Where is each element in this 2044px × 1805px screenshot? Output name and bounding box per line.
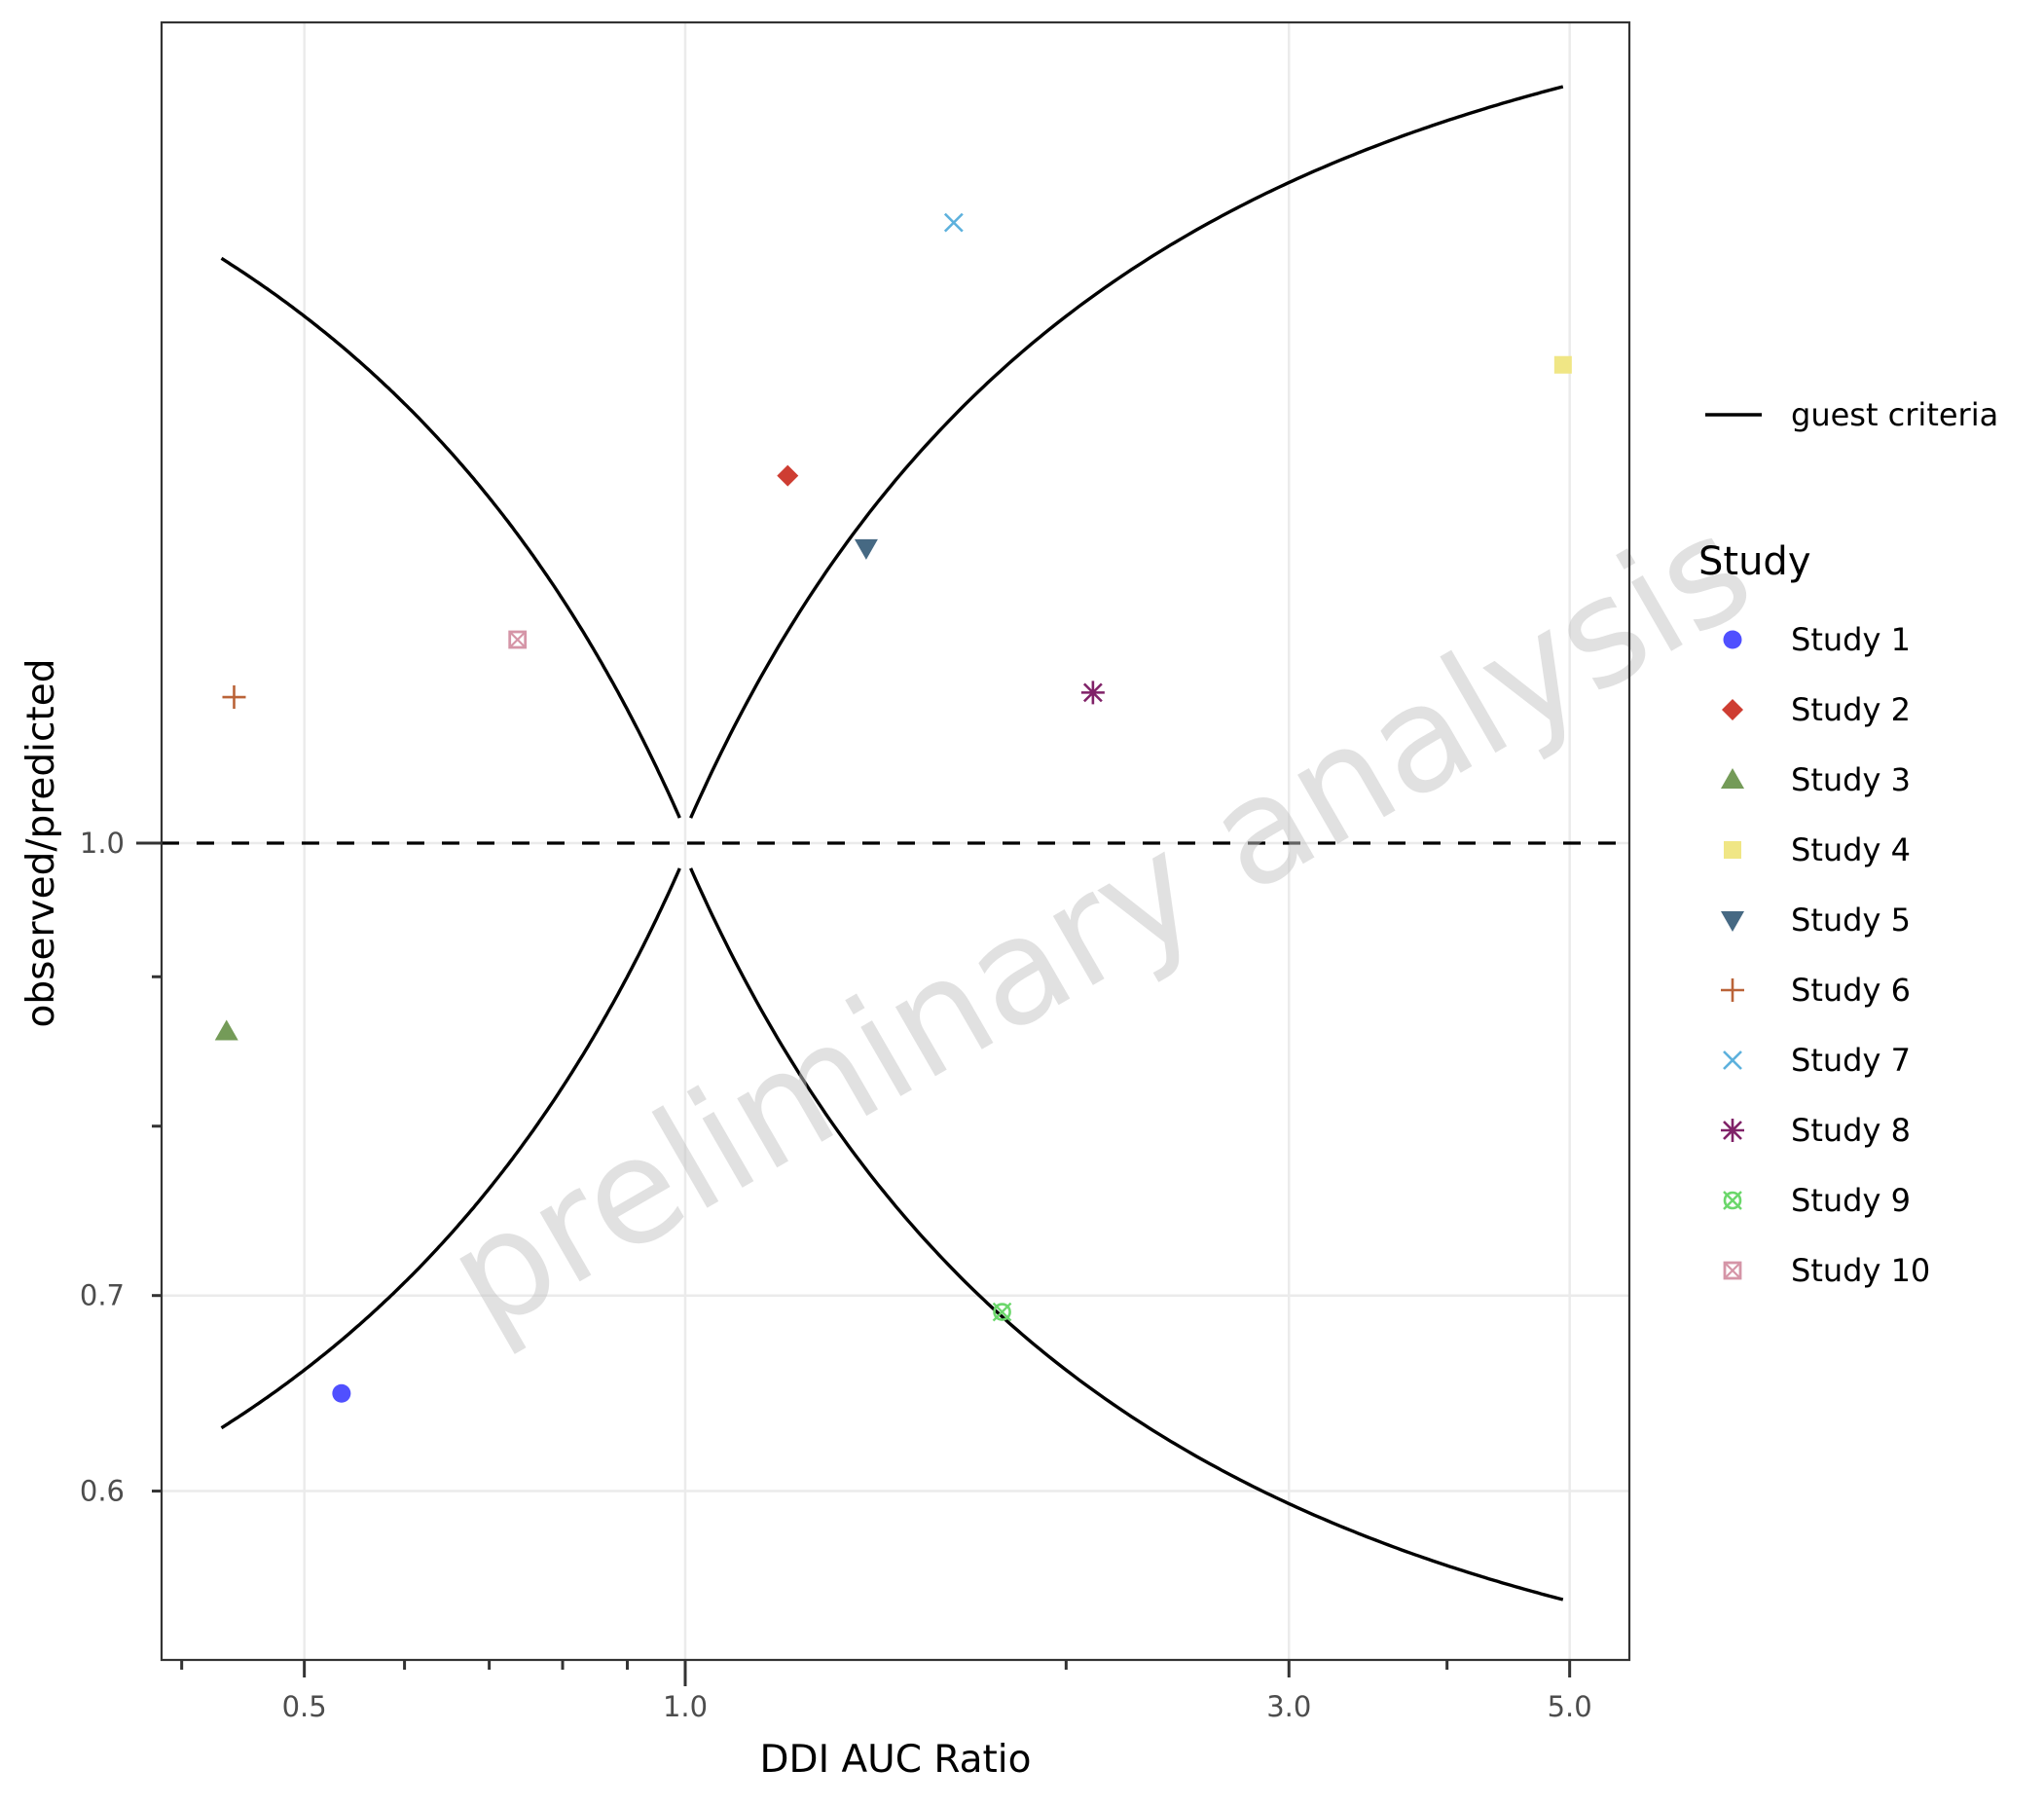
- legend: guest criteria Study Study 1 Study 2 Study 3…: [1698, 396, 1998, 1289]
- y-axis: 1.0 0.7 0.6: [80, 827, 162, 1508]
- legend-label: Study 5: [1791, 902, 1911, 939]
- data-point-study-4: [1553, 355, 1572, 374]
- legend-item: Study 10: [1723, 1252, 1930, 1289]
- triangle-up-marker: [214, 1019, 238, 1041]
- legend-item: Study 9: [1723, 1182, 1911, 1219]
- square-marker: [1553, 355, 1572, 374]
- guest-criteria-curve: [689, 85, 1564, 819]
- legend-label-guest-criteria: guest criteria: [1791, 396, 1998, 433]
- legend-circle-icon: [1723, 630, 1742, 649]
- data-point-study-6: [222, 685, 246, 710]
- circle-cross-marker-x: [992, 1302, 1012, 1322]
- diamond-marker: [777, 464, 799, 487]
- data-point-study-2: [777, 464, 799, 487]
- legend-item: Study 3: [1721, 761, 1911, 798]
- guest-criteria-curve: [220, 867, 681, 1430]
- legend-label: Study 2: [1791, 691, 1911, 728]
- plus-marker: [222, 685, 246, 710]
- data-point-study-8: [1080, 681, 1105, 705]
- data-point-study-1: [332, 1383, 351, 1403]
- legend-label: Study 6: [1791, 972, 1911, 1009]
- y-tick-label: 0.7: [80, 1279, 125, 1312]
- triangle-down-marker: [854, 538, 878, 560]
- data-point-study-3: [214, 1019, 238, 1041]
- legend-label: Study 9: [1791, 1182, 1911, 1219]
- y-tick-label: 0.6: [80, 1475, 125, 1508]
- square-cross-marker: [508, 630, 528, 649]
- x-tick-label: 1.0: [663, 1690, 708, 1723]
- legend-item: Study 4: [1724, 831, 1911, 868]
- legend-square-icon: [1724, 841, 1741, 859]
- circle-cross-marker: [993, 1303, 1011, 1321]
- legend-item: Study 2: [1722, 691, 1911, 728]
- legend-label: Study 1: [1791, 621, 1911, 658]
- y-tick-label: 1.0: [80, 827, 125, 860]
- data-point-study-10: [508, 630, 528, 649]
- legend-triangle-down-icon: [1721, 911, 1744, 932]
- data-point-study-5: [854, 538, 878, 560]
- x-axis-title: DDI AUC Ratio: [760, 1738, 1032, 1782]
- data-point-study-7: [943, 212, 964, 233]
- legend-item: Study 5: [1721, 902, 1911, 939]
- legend-circle-cross-icon-x: [1723, 1191, 1742, 1210]
- x-tick-label: 3.0: [1266, 1690, 1311, 1723]
- legend-circle-cross-icon: [1723, 1191, 1742, 1210]
- legend-label: Study 3: [1791, 761, 1911, 798]
- legend-label: Study 10: [1791, 1252, 1930, 1289]
- legend-asterisk-icon: [1721, 1119, 1744, 1142]
- data-points: [214, 212, 1572, 1403]
- grid-lines: [162, 22, 1629, 1660]
- legend-label: Study 8: [1791, 1112, 1911, 1149]
- circle-marker: [332, 1383, 351, 1403]
- legend-plus-icon: [1721, 978, 1744, 1002]
- guest-criteria-curve: [220, 256, 681, 819]
- asterisk-marker: [1080, 681, 1105, 705]
- x-axis: 0.5 1.0 3.0 5.0: [180, 1660, 1592, 1723]
- plot-panel-border: [160, 20, 1631, 1662]
- cross-marker: [943, 212, 964, 233]
- x-tick-label: 5.0: [1548, 1690, 1592, 1723]
- legend-item: Study 6: [1721, 972, 1911, 1009]
- guest-criteria-curves: [220, 85, 1564, 1602]
- legend-triangle-up-icon: [1721, 768, 1744, 789]
- legend-cross-icon: [1723, 1050, 1742, 1070]
- guest-criteria-curve: [689, 867, 1564, 1602]
- legend-item: Study 1: [1723, 621, 1911, 658]
- legend-diamond-icon: [1722, 699, 1743, 720]
- data-point-study-9: [992, 1302, 1012, 1322]
- plot-panel-bg: [162, 22, 1629, 1660]
- legend-square-cross-icon-x: [1724, 1262, 1741, 1279]
- legend-label: Study 4: [1791, 831, 1911, 868]
- legend-label: Study 7: [1791, 1042, 1911, 1079]
- legend-square-cross-icon: [1723, 1261, 1742, 1280]
- square-cross-marker-x: [508, 631, 527, 648]
- legend-item: Study 8: [1721, 1112, 1911, 1149]
- x-tick-label: 0.5: [282, 1690, 327, 1723]
- legend-item: Study 7: [1723, 1042, 1911, 1079]
- y-axis-title: observed/predicted: [19, 659, 63, 1028]
- legend-title: Study: [1698, 539, 1811, 584]
